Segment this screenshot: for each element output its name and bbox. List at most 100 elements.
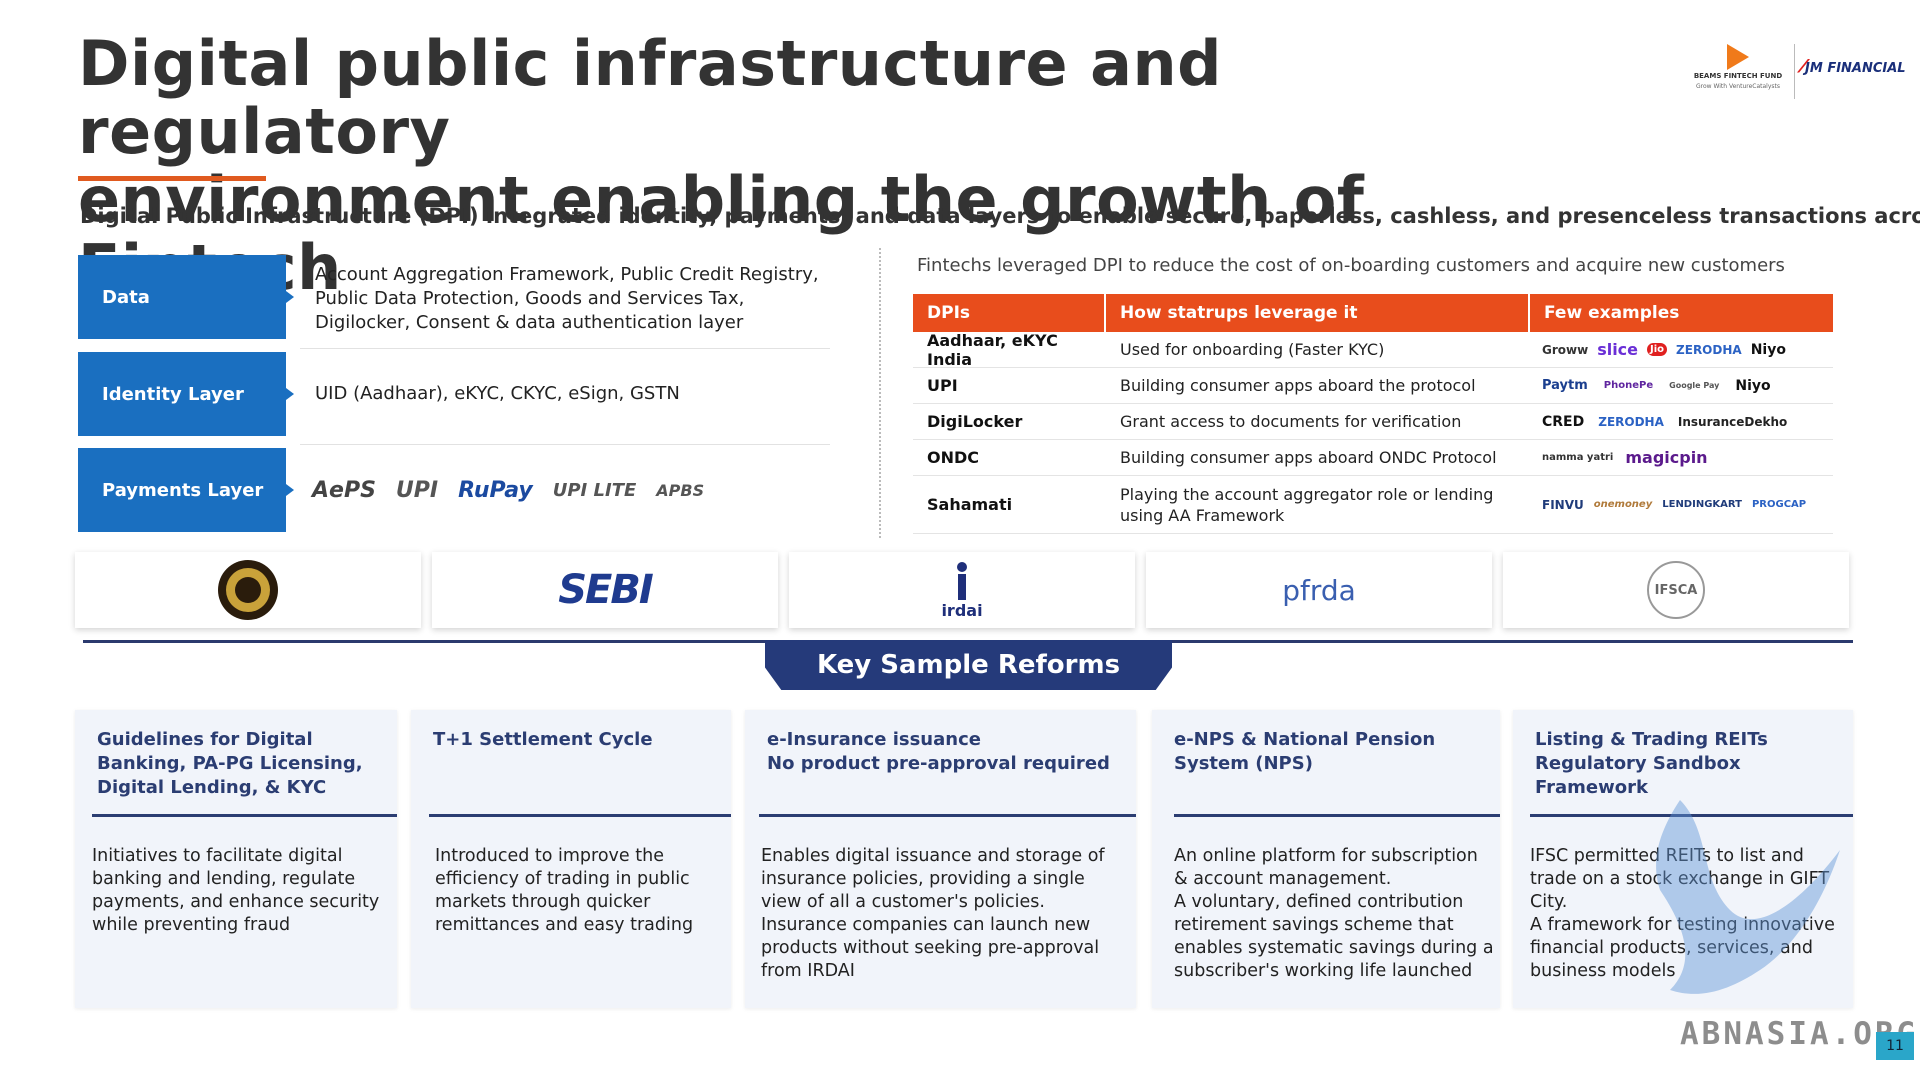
- irdai-emblem-icon: [952, 561, 972, 601]
- layer-identity: Identity Layer: [78, 352, 286, 436]
- rbi-logo: [75, 552, 421, 628]
- header-examples: Few examples: [1530, 294, 1833, 332]
- aeps-logo: AePS: [312, 478, 376, 503]
- header-dpis: DPIs: [913, 294, 1106, 332]
- reform-card: e-NPS & National Pension System (NPS) An…: [1152, 710, 1500, 1008]
- header-how: How statrups leverage it: [1106, 294, 1530, 332]
- dpi-name: ONDC: [913, 448, 1106, 467]
- dpi-name: DigiLocker: [913, 412, 1106, 431]
- insurancedekho-logo: InsuranceDekho: [1678, 415, 1787, 429]
- lendingkart-logo: LENDINGKART: [1662, 499, 1742, 510]
- payment-logos: AePS UPI RuPay UPI LITE APBS: [312, 470, 812, 510]
- sebi-logo: SEBI: [432, 552, 778, 628]
- phonepe-logo: PhonePe: [1604, 380, 1653, 391]
- reform-body: Enables digital issuance and storage of …: [761, 845, 1128, 983]
- beams-label: BEAMS FINTECH FUND: [1688, 72, 1788, 80]
- slice-logo: slice: [1597, 340, 1638, 359]
- groww-logo: Groww: [1542, 343, 1588, 357]
- reform-title: T+1 Settlement Cycle: [433, 728, 721, 752]
- jm-label: JM FINANCIAL: [1805, 61, 1906, 76]
- title-line-1: Digital public infrastructure and regula…: [78, 30, 1438, 166]
- reforms-heading: Key Sample Reforms: [765, 640, 1172, 690]
- reform-rule: [92, 814, 397, 817]
- beams-fintech-logo: BEAMS FINTECH FUND Grow With VentureCata…: [1688, 36, 1788, 106]
- reform-rule: [1174, 814, 1500, 817]
- reform-rule: [429, 814, 731, 817]
- niyo-logo: Niyo: [1751, 342, 1786, 358]
- jio-logo: Jio: [1647, 343, 1667, 356]
- reform-card: T+1 Settlement Cycle Introduced to impro…: [411, 710, 731, 1008]
- finvu-logo: FINVU: [1542, 498, 1584, 512]
- reform-title: Guidelines for Digital Banking, PA-PG Li…: [97, 728, 387, 800]
- reform-body: Initiatives to facilitate digital bankin…: [92, 845, 389, 937]
- examples-cell: Paytm PhonePe Google Pay Niyo: [1530, 378, 1833, 394]
- namma-yatri-logo: namma yatri: [1542, 452, 1613, 463]
- layer-data: Data: [78, 255, 286, 339]
- examples-cell: namma yatri magicpin: [1530, 448, 1833, 467]
- brand-logos: BEAMS FINTECH FUND Grow With VentureCata…: [1688, 36, 1908, 106]
- paytm-logo: Paytm: [1542, 378, 1588, 393]
- magicpin-logo: magicpin: [1625, 448, 1707, 467]
- dpi-use: Building consumer apps aboard the protoc…: [1106, 375, 1530, 396]
- jm-financial-logo: ⁄JM FINANCIAL: [1802, 56, 1906, 77]
- reform-title: e-Insurance issuance No product pre-appr…: [767, 728, 1126, 776]
- dpi-use: Grant access to documents for verificati…: [1106, 411, 1530, 432]
- irdai-wordmark: irdai: [941, 601, 982, 620]
- table-row: ONDC Building consumer apps aboard ONDC …: [913, 440, 1833, 476]
- dpi-table-header: DPIs How statrups leverage it Few exampl…: [913, 294, 1833, 332]
- table-row: Sahamati Playing the account aggregator …: [913, 476, 1833, 534]
- upi-lite-logo: UPI LITE: [553, 480, 637, 501]
- layer-data-desc: Account Aggregation Framework, Public Cr…: [315, 263, 835, 335]
- pfrda-wordmark: pfrda: [1282, 574, 1356, 607]
- onemoney-logo: onemoney: [1594, 499, 1652, 510]
- title-underline: [78, 176, 266, 181]
- layer-payments: Payments Layer: [78, 448, 286, 532]
- sebi-wordmark: SEBI: [558, 567, 652, 613]
- regulator-logos: SEBI irdai pfrda IFSCA: [75, 552, 1853, 630]
- examples-cell: CRED ZERODHA InsuranceDekho: [1530, 414, 1833, 430]
- upi-logo: UPI: [396, 478, 438, 503]
- rbi-seal-icon: [216, 558, 280, 622]
- layer-separator: [300, 444, 830, 445]
- zerodha-logo: ZERODHA: [1598, 415, 1664, 429]
- rupay-logo: RuPay: [458, 478, 533, 503]
- reform-card: Guidelines for Digital Banking, PA-PG Li…: [75, 710, 397, 1008]
- pfrda-logo: pfrda: [1146, 552, 1492, 628]
- reform-card: e-Insurance issuance No product pre-appr…: [745, 710, 1136, 1008]
- table-row: DigiLocker Grant access to documents for…: [913, 404, 1833, 440]
- page-number: 11: [1876, 1032, 1914, 1060]
- right-caption: Fintechs leveraged DPI to reduce the cos…: [917, 255, 1785, 276]
- dpi-use: Used for onboarding (Faster KYC): [1106, 339, 1530, 360]
- layer-identity-desc: UID (Aadhaar), eKYC, CKYC, eSign, GSTN: [315, 382, 835, 406]
- dpi-name: UPI: [913, 376, 1106, 395]
- reform-rule: [759, 814, 1136, 817]
- subtitle: Digital Public Infrastructure (DPI) inte…: [80, 204, 1880, 228]
- ifsca-logo: IFSCA: [1503, 552, 1849, 628]
- ifsca-wordmark: IFSCA: [1655, 583, 1698, 598]
- googlepay-logo: Google Pay: [1669, 381, 1719, 390]
- reform-body: An online platform for subscription & ac…: [1174, 845, 1496, 983]
- dpi-table: DPIs How statrups leverage it Few exampl…: [913, 294, 1833, 534]
- dpi-use: Playing the account aggregator role or l…: [1106, 484, 1530, 526]
- beams-triangle-icon: [1727, 44, 1749, 70]
- table-row: Aadhaar, eKYC India Used for onboarding …: [913, 332, 1833, 368]
- progcap-logo: PROGCAP: [1752, 499, 1806, 510]
- ifsca-seal-icon: IFSCA: [1647, 561, 1705, 619]
- cred-logo: CRED: [1542, 414, 1584, 430]
- dpi-name: Aadhaar, eKYC India: [913, 331, 1106, 369]
- layer-separator: [300, 348, 830, 349]
- examples-cell: FINVU onemoney LENDINGKART PROGCAP: [1530, 498, 1833, 512]
- watermark-lion-icon: [1640, 790, 1850, 1020]
- reform-title: e-NPS & National Pension System (NPS): [1174, 728, 1480, 776]
- vertical-divider: [879, 248, 881, 538]
- dpi-name: Sahamati: [913, 495, 1106, 514]
- reform-body: Introduced to improve the efficiency of …: [435, 845, 723, 937]
- dpi-use: Building consumer apps aboard ONDC Proto…: [1106, 447, 1530, 468]
- examples-cell: Groww slice Jio ZERODHA Niyo: [1530, 340, 1833, 359]
- irdai-logo: irdai: [789, 552, 1135, 628]
- zerodha-logo: ZERODHA: [1676, 343, 1742, 357]
- brand-divider: [1794, 44, 1795, 99]
- niyo-logo: Niyo: [1735, 378, 1770, 394]
- beams-tagline: Grow With VentureCatalysts: [1688, 83, 1788, 90]
- apbs-logo: APBS: [656, 481, 704, 500]
